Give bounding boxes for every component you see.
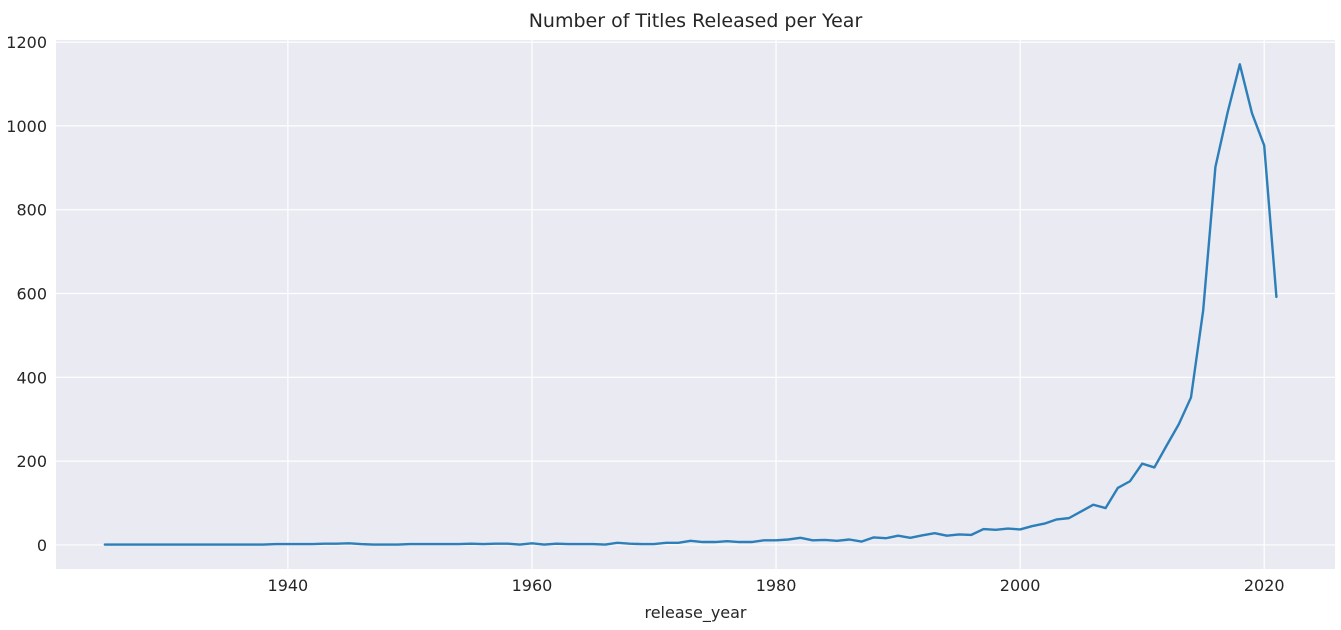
y-tick-label: 0 (37, 536, 47, 555)
y-tick-label: 200 (16, 452, 47, 471)
y-tick-label: 1200 (6, 33, 47, 52)
series-layer (103, 63, 1278, 546)
x-tick-label: 1960 (512, 576, 553, 595)
tick-labels: 1940 1960 1980 2000 2020 0 200 400 600 800 1000 120… (6, 33, 1284, 595)
y-tick-label: 1000 (6, 117, 47, 136)
plot-area (56, 40, 1335, 569)
x-axis-label: release_year (644, 603, 746, 623)
x-tick-label: 2020 (1244, 576, 1285, 595)
y-tick-label: 400 (16, 368, 47, 387)
y-tick-label: 800 (16, 201, 47, 220)
y-tick-label: 600 (16, 285, 47, 304)
chart-title: Number of Titles Released per Year (529, 10, 863, 32)
x-tick-label: 1980 (756, 576, 797, 595)
x-tick-label: 2000 (1000, 576, 1041, 595)
x-tick-label: 1940 (268, 576, 309, 595)
series-line (103, 63, 1278, 546)
